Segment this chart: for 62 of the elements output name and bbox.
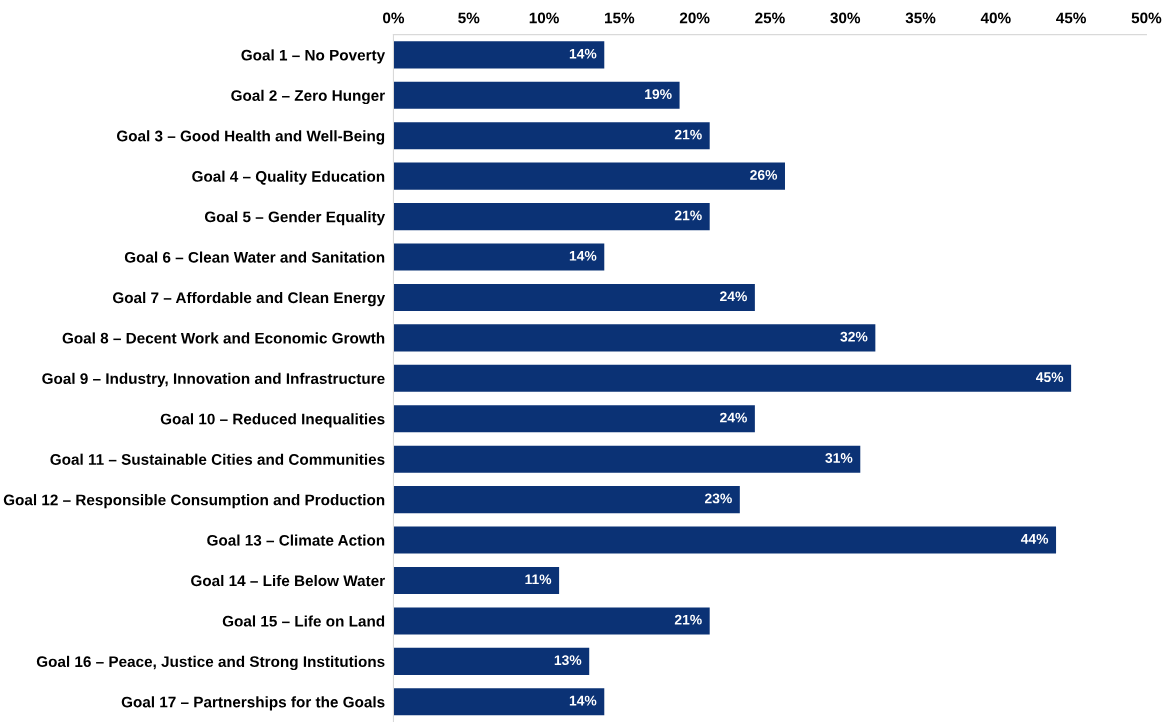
x-tick-label: 5% — [458, 12, 480, 24]
data-label: 14% — [569, 695, 597, 706]
y-tick-label: Goal 5 – Gender Equality — [204, 211, 386, 226]
data-label: 26% — [750, 170, 778, 180]
data-label: 21% — [674, 129, 702, 140]
x-tick-label: 45% — [1056, 12, 1086, 24]
data-label: 24% — [720, 291, 747, 302]
y-tick-label: Goal 8 – Decent Work and Economic Growth — [62, 332, 385, 344]
x-tick-label: 10% — [529, 12, 559, 24]
bar — [393, 243, 605, 271]
bar — [393, 486, 740, 514]
x-tick-label: 25% — [755, 12, 785, 24]
y-tick-label: Goal 4 – Quality Education — [192, 170, 385, 185]
data-label: 24% — [720, 412, 747, 423]
y-tick-label: Goal 17 – Partnerships for the Goals — [121, 696, 385, 711]
data-label: 45% — [1036, 372, 1064, 383]
bar — [393, 283, 755, 312]
bar — [393, 81, 680, 109]
y-tick-label: Goal 15 – Life on Land — [222, 615, 385, 627]
y-tick-label: Goal 1 – No Poverty — [241, 49, 386, 64]
bar — [393, 162, 785, 190]
data-label: 14% — [569, 250, 597, 261]
y-tick-label: Goal 6 – Clean Water and Sanitation — [124, 251, 385, 263]
bar — [393, 364, 1072, 392]
y-tick-label: Goal 13 – Climate Action — [207, 534, 385, 546]
data-label: 32% — [840, 331, 868, 342]
data-label: 23% — [704, 493, 732, 504]
bar — [393, 41, 605, 69]
bar — [393, 688, 605, 716]
data-label: 13% — [554, 655, 582, 666]
bar — [393, 203, 710, 231]
x-tick-label: 40% — [980, 12, 1011, 24]
data-label: 21% — [674, 210, 702, 221]
bar — [393, 122, 710, 150]
bar — [393, 566, 560, 595]
data-label: 14% — [569, 48, 597, 59]
x-tick-label: 0% — [383, 12, 405, 24]
y-tick-label: Goal 14 – Life Below Water — [191, 574, 385, 587]
y-tick-label: Goal 7 – Affordable and Clean Energy — [112, 291, 386, 307]
y-tick-label: Goal 16 – Peace, Justice and Strong Institutions — [36, 655, 385, 671]
y-tick-label: Goal 9 – Industry, Innovation and Infrastructure — [42, 372, 385, 388]
bar — [393, 405, 755, 433]
y-tick-label: Goal 11 – Sustainable Cities and Communities — [50, 453, 385, 465]
bar — [393, 324, 876, 352]
y-tick-label: Goal 10 – Reduced Inequalities — [160, 413, 385, 428]
data-label: 11% — [525, 574, 552, 585]
data-label: 44% — [1020, 533, 1049, 544]
bar — [393, 445, 861, 473]
y-tick-label: Goal 3 – Good Health and Well-Being — [116, 130, 385, 145]
x-tick-label: 20% — [679, 12, 710, 24]
x-tick-label: 50% — [1131, 12, 1162, 24]
y-tick-label: Goal 12 – Responsible Consumption and Production — [3, 494, 385, 509]
data-label: 31% — [825, 453, 853, 463]
bar — [393, 647, 590, 675]
x-tick-label: 35% — [905, 12, 936, 24]
x-tick-label: 15% — [605, 12, 635, 24]
data-label: 19% — [645, 89, 672, 100]
bar — [393, 607, 710, 635]
y-tick-label: Goal 2 – Zero Hunger — [231, 89, 385, 105]
x-tick-label: 30% — [830, 12, 861, 24]
bar — [393, 526, 1057, 554]
data-label: 21% — [674, 614, 702, 625]
